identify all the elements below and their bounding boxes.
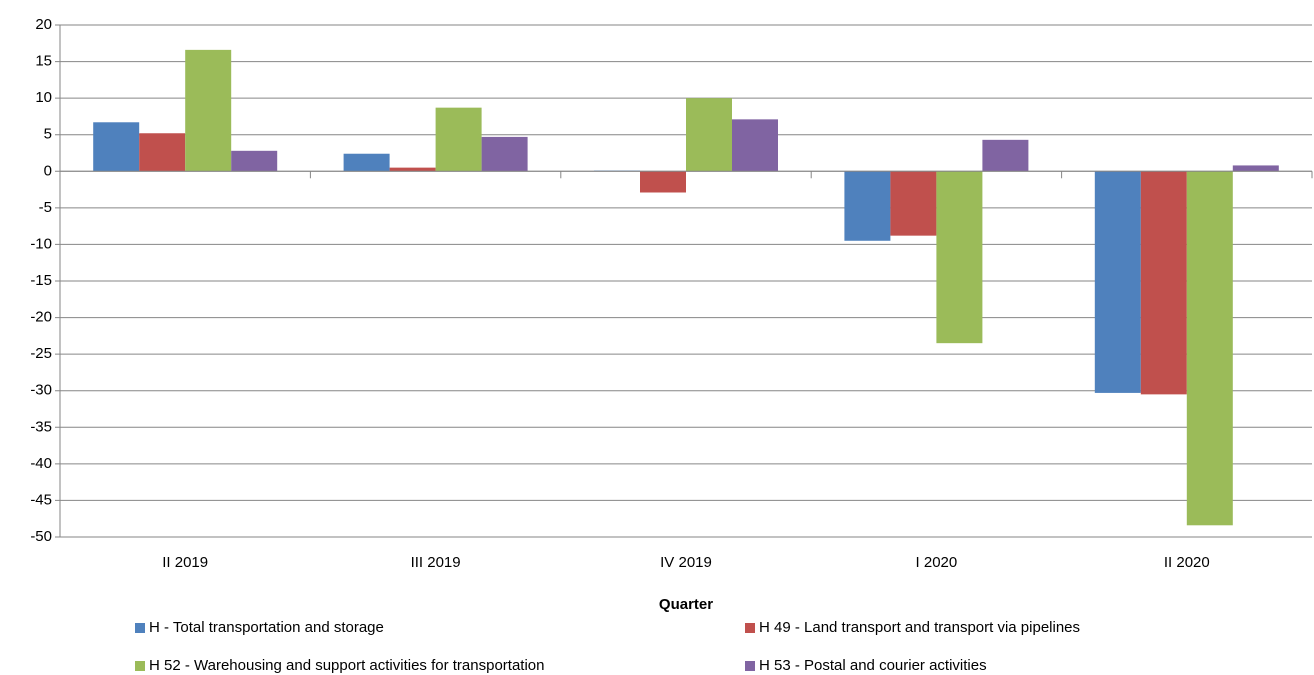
bar <box>1094 171 1141 393</box>
bar <box>231 150 278 172</box>
bar <box>1232 165 1279 172</box>
legend-swatch <box>135 661 145 671</box>
legend-label: H - Total transportation and storage <box>149 619 384 636</box>
y-tick-label: -25 <box>30 345 52 362</box>
x-tick-label: III 2019 <box>411 554 461 571</box>
y-tick-label: -40 <box>30 455 52 472</box>
bar <box>93 122 140 172</box>
bar <box>1186 171 1233 526</box>
y-tick-label: -5 <box>39 199 52 216</box>
legend-swatch <box>745 661 755 671</box>
bar <box>844 171 891 241</box>
legend-swatch <box>135 623 145 633</box>
x-axis-title: Quarter <box>659 596 713 613</box>
y-tick-label: -35 <box>30 418 52 435</box>
bar <box>1140 171 1187 395</box>
y-tick-label: -45 <box>30 491 52 508</box>
y-tick-label: 20 <box>35 16 52 33</box>
bar <box>435 107 482 172</box>
legend-label: H 53 - Postal and courier activities <box>759 657 987 674</box>
bar <box>389 167 436 172</box>
bar <box>982 139 1029 172</box>
bar <box>343 153 390 172</box>
bar <box>139 133 186 172</box>
bar <box>686 98 732 172</box>
legend-label: H 52 - Warehousing and support activitie… <box>149 657 544 674</box>
bar <box>890 171 937 236</box>
y-tick-label: 5 <box>44 126 52 143</box>
legend-swatch <box>745 623 755 633</box>
x-tick-label: IV 2019 <box>660 554 712 571</box>
y-tick-label: 10 <box>35 89 52 106</box>
bar <box>640 171 686 193</box>
y-tick-label: 15 <box>35 53 52 70</box>
y-tick-label: 0 <box>44 162 52 179</box>
bar <box>185 49 232 172</box>
y-tick-label: -15 <box>30 272 52 289</box>
x-tick-label: I 2020 <box>916 554 958 571</box>
y-tick-label: -50 <box>30 528 52 545</box>
bar <box>732 119 778 172</box>
y-tick-label: -20 <box>30 309 52 326</box>
legend-label: H 49 - Land transport and transport via … <box>759 619 1080 636</box>
bar <box>481 136 528 172</box>
bar <box>936 171 983 344</box>
x-tick-label: II 2020 <box>1164 554 1210 571</box>
y-tick-label: -10 <box>30 235 52 252</box>
y-tick-label: -30 <box>30 382 52 399</box>
x-tick-label: II 2019 <box>162 554 208 571</box>
